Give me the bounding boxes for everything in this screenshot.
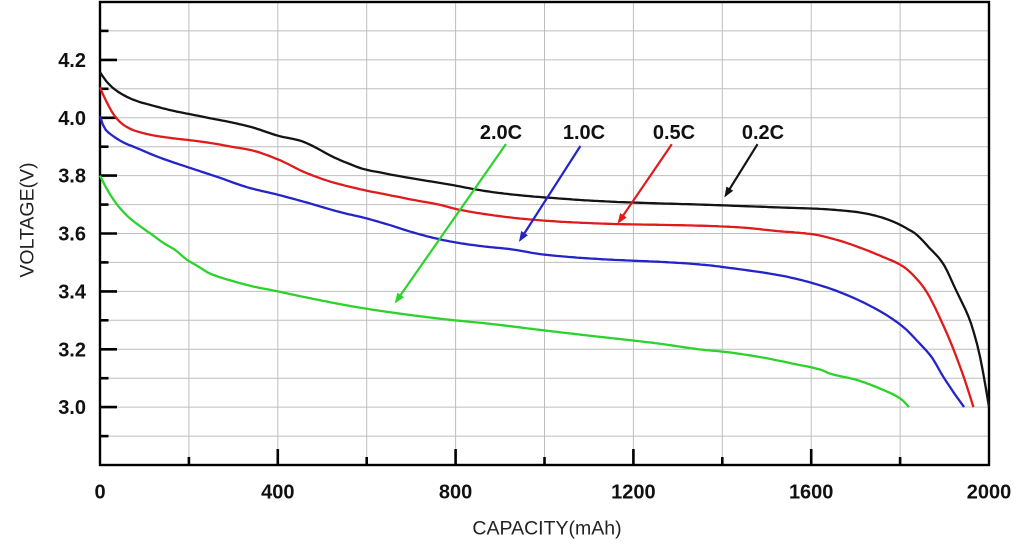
svg-text:2000: 2000 [967, 482, 1012, 504]
svg-text:3.4: 3.4 [58, 281, 87, 303]
svg-text:2.0C: 2.0C [480, 122, 522, 144]
svg-text:4.0: 4.0 [58, 108, 86, 130]
svg-text:4.2: 4.2 [58, 50, 86, 72]
svg-text:800: 800 [439, 482, 472, 504]
svg-text:0.5C: 0.5C [653, 122, 695, 144]
svg-text:1.0C: 1.0C [563, 122, 605, 144]
svg-text:VOLTAGE(V): VOLTAGE(V) [17, 162, 39, 277]
svg-text:3.6: 3.6 [58, 224, 86, 246]
svg-text:1600: 1600 [789, 482, 834, 504]
svg-text:3.8: 3.8 [58, 166, 86, 188]
svg-text:400: 400 [261, 482, 294, 504]
svg-text:0: 0 [94, 482, 105, 504]
svg-text:1200: 1200 [611, 482, 656, 504]
svg-text:0.2C: 0.2C [742, 122, 784, 144]
svg-text:3.0: 3.0 [58, 397, 86, 419]
svg-text:3.2: 3.2 [58, 339, 86, 361]
svg-text:CAPACITY(mAh): CAPACITY(mAh) [472, 518, 621, 540]
